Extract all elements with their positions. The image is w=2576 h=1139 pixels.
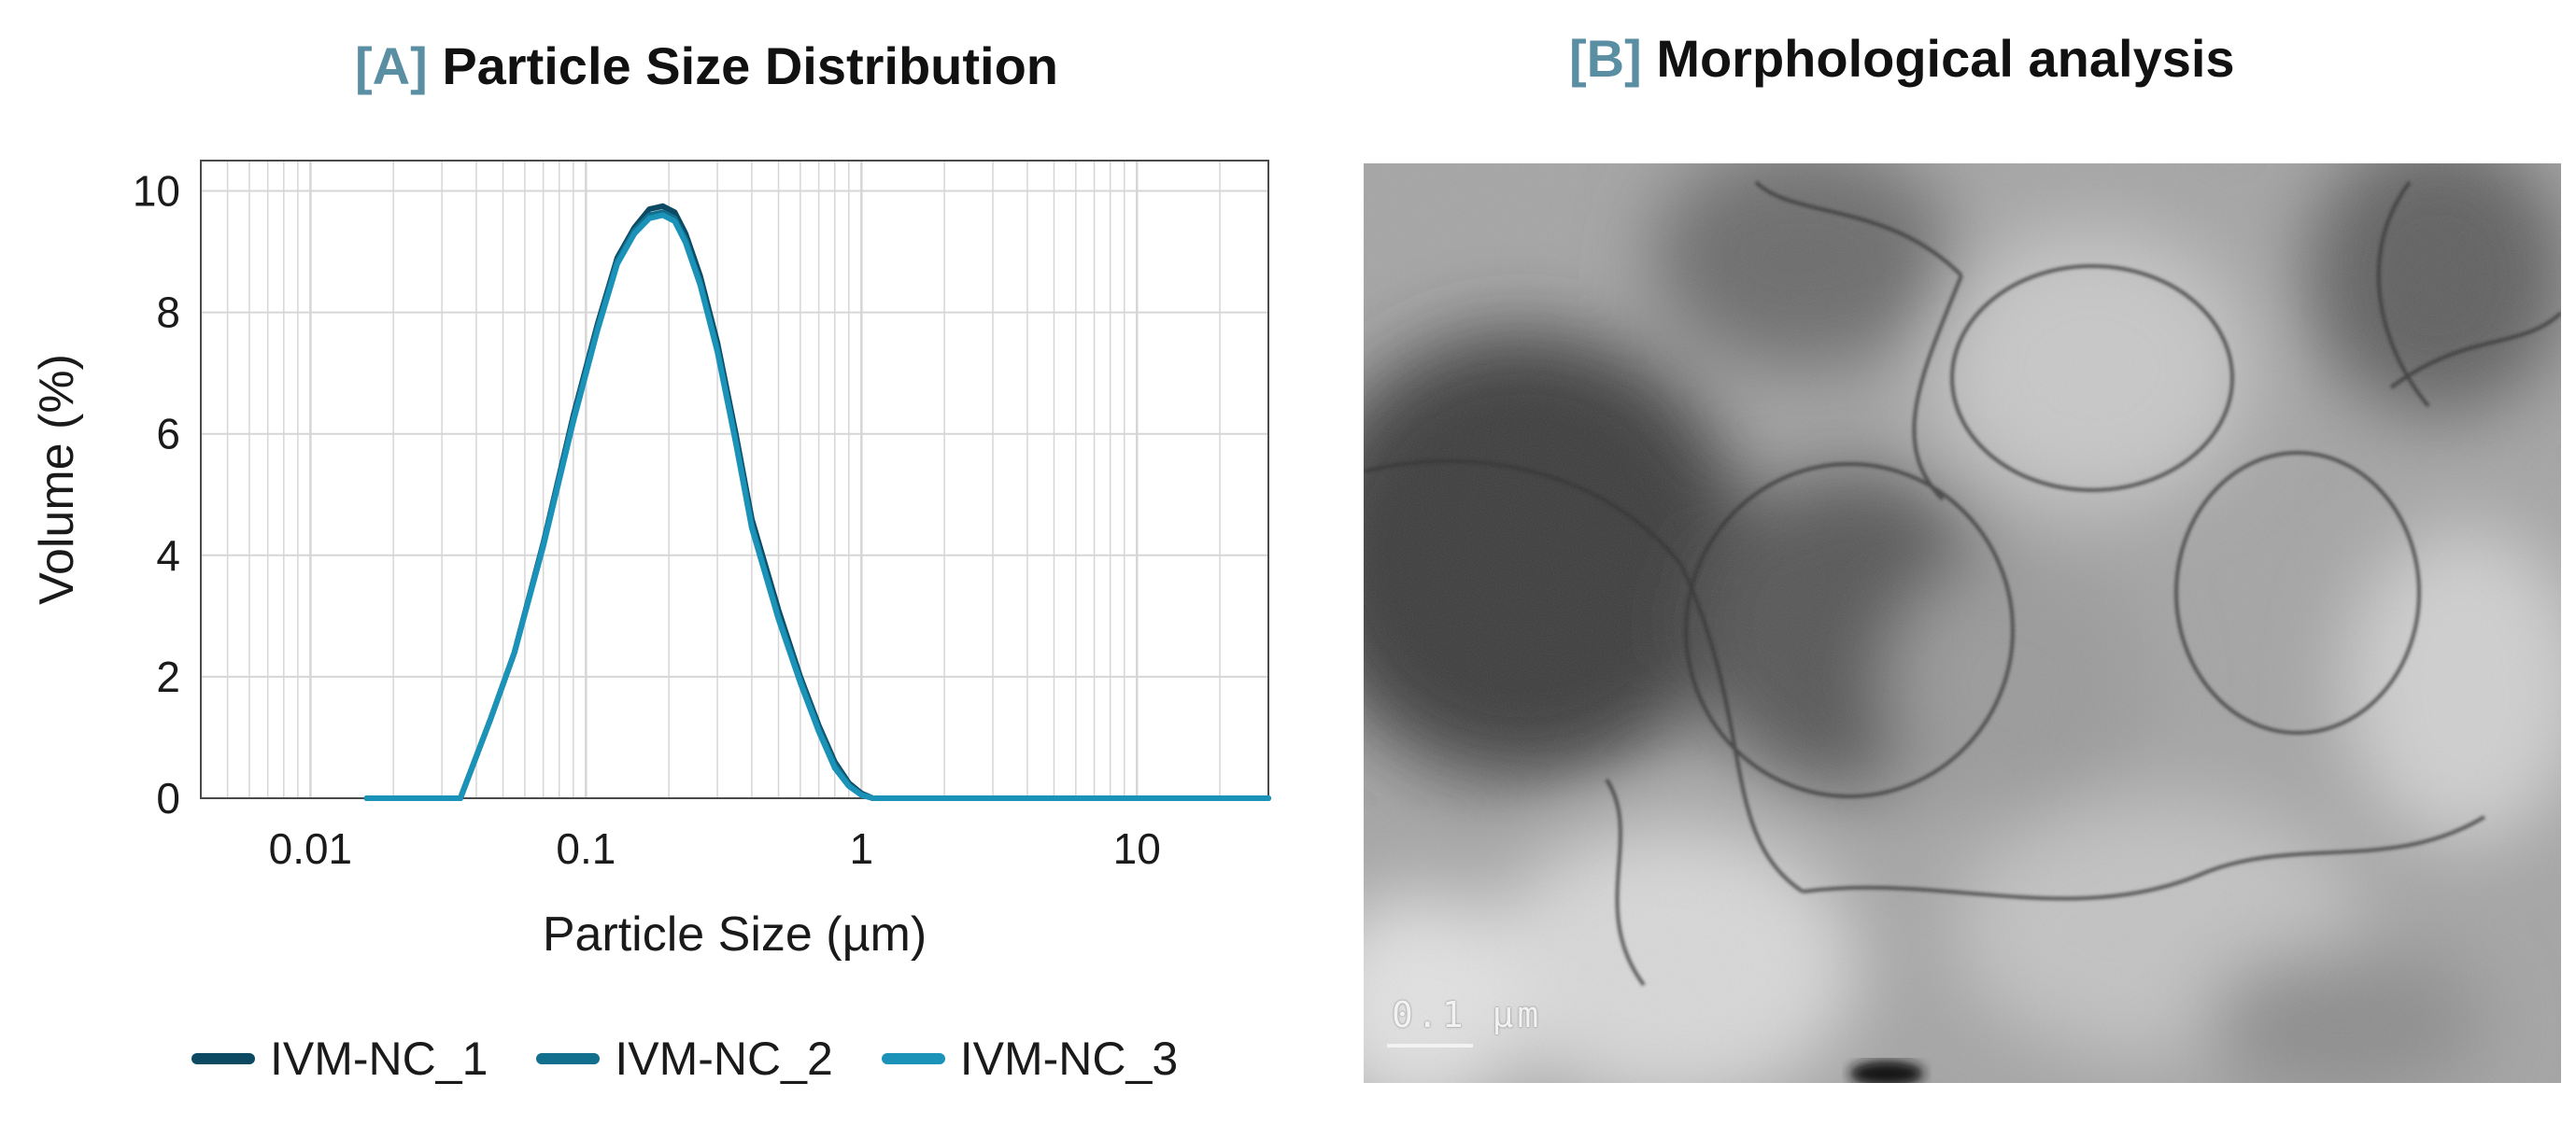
panel-a-tag: [A] (355, 36, 428, 95)
chart-ticks: 0.01 0.1 1 10 0 2 4 6 8 10 (133, 167, 1161, 873)
chart-series (363, 203, 1271, 801)
x-axis-label: Particle Size (µm) (543, 907, 927, 962)
y-axis-label: Volume (%) (30, 354, 84, 605)
x-tick-label: 10 (1113, 824, 1161, 873)
legend-item-series-2: IVM-NC_2 (536, 1032, 833, 1086)
y-tick-label: 8 (156, 288, 180, 337)
legend-label-series-1: IVM-NC_1 (270, 1033, 488, 1085)
series-line-2 (363, 209, 1271, 801)
scale-bar-label: 0.1 µm (1392, 994, 1543, 1035)
y-tick-label: 2 (156, 653, 180, 701)
plot-frame (200, 160, 1269, 799)
x-tick-label: 0.01 (269, 824, 353, 873)
y-tick-label: 4 (156, 531, 180, 580)
panel-b-tag: [B] (1569, 29, 1642, 88)
legend-swatch-series-2 (536, 1053, 601, 1064)
y-tick-label: 10 (133, 167, 180, 216)
tem-micrograph (1364, 163, 2561, 1083)
y-tick-label: 0 (156, 774, 180, 823)
series-line-3 (363, 212, 1271, 801)
y-tick-label: 6 (156, 410, 180, 458)
legend-item-series-3: IVM-NC_3 (881, 1032, 1179, 1086)
panel-a-title: [A] Particle Size Distribution (355, 35, 1058, 96)
legend-label-series-2: IVM-NC_2 (615, 1033, 833, 1085)
legend-swatch-series-3 (881, 1053, 945, 1064)
particle-size-chart: 0.01 0.1 1 10 0 2 4 6 8 10 Particle Size (µm) Vol… (30, 160, 1271, 962)
chart-legend: IVM-NC_1 IVM-NC_2 IVM-NC_3 (191, 1032, 1226, 1086)
legend-item-series-1: IVM-NC_1 (191, 1032, 488, 1086)
series-line-1 (363, 203, 1271, 801)
x-tick-label: 0.1 (556, 824, 616, 873)
legend-label-series-3: IVM-NC_3 (959, 1033, 1179, 1085)
panel-a-title-text: Particle Size Distribution (442, 36, 1059, 95)
legend-swatch-series-1 (191, 1053, 255, 1064)
panel-b-title: [B] Morphological analysis (1569, 28, 2235, 89)
x-tick-label: 1 (850, 824, 874, 873)
chart-grid (200, 161, 1269, 799)
scale-bar (1387, 1044, 1473, 1048)
panel-b-title-text: Morphological analysis (1656, 29, 2235, 88)
